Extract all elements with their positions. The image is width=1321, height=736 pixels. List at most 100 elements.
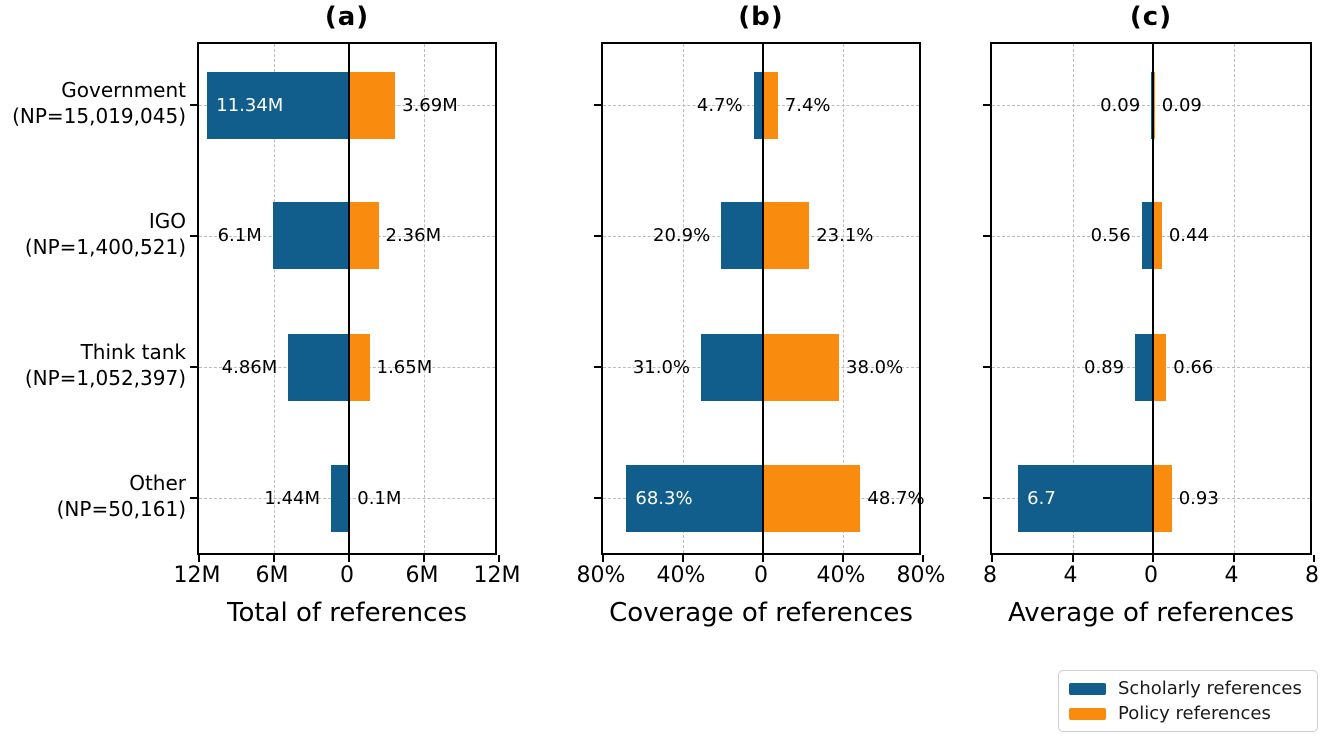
x-tick-label: 12M [473,563,521,588]
x-tick-mark [273,555,275,562]
bar-scholarly [272,202,349,270]
legend-item-policy: Policy references [1069,703,1307,724]
bar-policy [349,202,379,270]
category-label-line: (NP=1,052,397) [24,366,186,391]
y-tick-mark [190,366,197,369]
category-label: Government (NP=15,019,045) [12,77,186,129]
panel-a: (a) 11.34M 6.1M 4.86M 1.44M 3.69M 2.36M 1.65M 0… [174,0,521,660]
panel-a-plot-area: 11.34M 6.1M 4.86M 1.44M 3.69M 2.36M 1.65M 0.1M [190,42,500,562]
bar-policy [763,71,778,139]
panel-c: (c) 0.09 0.56 0.89 6.7 0.09 0.44 0.66 0.93 8 4 0 4… [983,0,1319,660]
y-tick-mark [594,497,601,499]
bar-policy [1153,464,1172,532]
panel-c-title: (c) [1129,2,1173,32]
grid-line-vertical [843,44,844,553]
bar-policy [349,71,396,139]
x-tick-mark [423,555,425,562]
bar-scholarly [626,464,763,532]
bar-scholarly [721,202,763,270]
category-label-line: Government [61,78,186,103]
category-label-line: (NP=50,161) [56,497,186,521]
bar-value-label: 6.1M [217,225,262,247]
x-tick-mark [1071,555,1074,562]
bar-value-label: 0.09 [1161,94,1202,116]
bar-value-label: 38.0% [846,356,904,378]
category-label: Think tank (NP=1,052,397) [25,339,186,391]
category-axis-labels: Government (NP=15,019,045) IGO (NP=1,400,52… [0,0,186,660]
y-tick-mark [190,497,197,499]
x-tick-mark [498,555,500,562]
panel-b-x-axis-label: Coverage of references [609,598,913,628]
bar-value-label: 3.69M [402,94,458,116]
y-tick-mark [983,497,990,499]
x-tick-label: 80% [576,563,626,588]
x-tick-mark [348,555,350,562]
x-tick-label: 0 [1144,563,1158,588]
legend-swatch-policy-icon [1069,707,1106,720]
bar-scholarly [331,464,349,532]
grid-line-vertical [683,44,684,553]
category-label: IGO (NP=1,400,521) [25,208,186,260]
category-label-line: (NP=15,019,045) [12,104,186,129]
x-tick-label: 12M [173,563,221,588]
y-tick-mark [190,234,197,237]
zero-axis-line [348,44,350,553]
x-tick-mark [922,555,924,562]
x-tick-label: 0 [340,563,354,588]
x-tick-mark [1152,555,1154,562]
x-tick-mark [602,555,604,562]
x-tick-label: 4 [1063,563,1078,588]
legend-label-policy: Policy references [1118,703,1271,724]
bar-value-label: 4.86M [221,356,278,378]
x-tick-label: 0 [754,563,768,588]
panel-a-x-axis-label: Total of references [226,598,467,628]
category-label-line: IGO [148,208,186,233]
bar-policy [1153,202,1162,270]
legend-swatch-scholarly-icon [1069,682,1106,695]
grid-line-vertical [1072,44,1074,553]
y-tick-mark [190,104,197,107]
legend-item-scholarly: Scholarly references [1069,678,1307,699]
bar-value-label: 11.34M [216,94,284,116]
panel-c-plot-area: 0.09 0.56 0.89 6.7 0.09 0.44 0.66 0.93 [983,42,1315,562]
bar-value-label: 1.65M [376,356,433,378]
bar-value-label: 0.89 [1084,356,1125,378]
x-tick-label: 8 [1305,563,1319,588]
x-tick-mark [762,555,764,562]
bar-scholarly [288,333,349,401]
category-label-line: Think tank [80,340,186,365]
bar-value-label: 2.36M [385,225,442,247]
panel-a-title: (a) [324,2,370,32]
y-tick-mark [594,366,601,369]
y-tick-mark [983,104,990,107]
bar-value-label: 7.4% [784,94,831,116]
y-tick-mark [983,366,990,369]
y-tick-mark [594,104,601,107]
grid-line-horizontal [992,105,1310,107]
bar-value-label: 0.09 [1100,94,1141,116]
bar-scholarly [1135,333,1153,401]
x-tick-mark [682,555,684,562]
category-label-line: (NP=1,400,521) [24,234,186,259]
panel-b-title: (b) [738,2,784,32]
x-tick-label: 80% [896,563,946,588]
bar-policy [1153,333,1167,401]
bar-value-label: 0.44 [1168,225,1209,247]
x-tick-mark [198,555,200,562]
bar-policy [763,202,810,270]
bar-scholarly [701,333,763,401]
bar-policy [763,464,861,532]
grid-line-vertical [274,44,275,553]
bar-value-label: 31.0% [632,356,690,378]
grid-line-vertical [1233,44,1235,553]
bar-value-label: 68.3% [635,487,693,509]
x-tick-mark [991,555,993,562]
legend: Scholarly references Policy references [1058,670,1318,732]
x-tick-label: 40% [816,563,866,588]
x-tick-mark [842,555,844,562]
panel-b-x-tick-labels: 80% 40% 0 40% 80% [577,563,946,591]
x-tick-label: 8 [983,563,997,588]
bar-policy [763,333,839,401]
bar-scholarly [207,71,349,139]
